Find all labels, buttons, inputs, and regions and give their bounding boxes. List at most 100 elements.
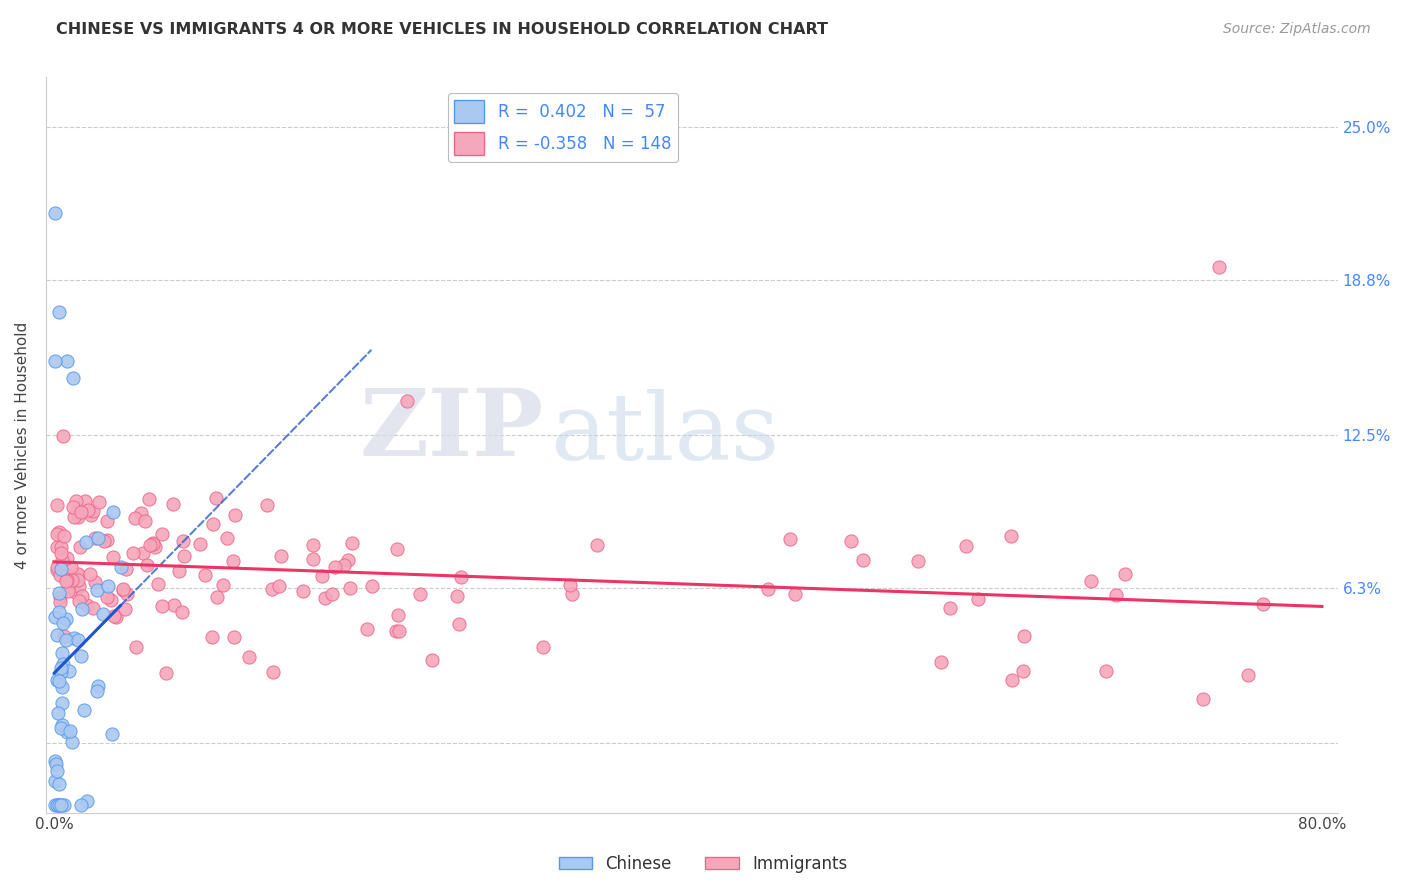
Point (387, 607, 409, 622)
Point (256, 498, 278, 512)
Point (75, 534, 97, 549)
Point (97, 579, 120, 593)
Point (83, 575, 105, 590)
Point (55, 574, 77, 589)
Point (73, 494, 96, 508)
Point (77, 502, 100, 516)
Point (142, 537, 165, 551)
Point (1237, 668, 1260, 682)
Point (62, 509, 84, 524)
Point (104, 610, 127, 624)
Point (420, 653, 443, 667)
Point (67, 567, 90, 582)
Point (224, 508, 246, 522)
Point (48, 524, 70, 539)
Point (56, 550, 79, 565)
Point (167, 564, 190, 578)
Point (1251, 597, 1274, 611)
Point (146, 576, 169, 591)
Legend: Chinese, Immigrants: Chinese, Immigrants (553, 848, 853, 880)
Point (260, 582, 283, 596)
Point (72, 702, 94, 716)
Point (1001, 673, 1024, 688)
Point (100, 592, 122, 607)
Point (55, 354, 77, 368)
Point (56, 567, 79, 582)
Point (205, 491, 228, 505)
Text: Source: ZipAtlas.com: Source: ZipAtlas.com (1223, 22, 1371, 37)
Point (52, 429, 75, 443)
Point (117, 587, 139, 601)
Point (45, 757, 67, 772)
Point (46, 564, 69, 578)
Point (46, 559, 69, 574)
Point (49, 595, 72, 609)
Point (45, 673, 67, 688)
Point (89, 495, 111, 509)
Point (115, 561, 138, 575)
Point (55, 724, 77, 739)
Point (63, 632, 86, 646)
Point (143, 540, 166, 554)
Point (967, 591, 990, 606)
Point (96, 591, 118, 605)
Point (55, 574, 77, 588)
Point (49, 721, 72, 735)
Point (49, 590, 72, 604)
Point (44, 774, 66, 789)
Point (69, 798, 91, 813)
Point (51, 553, 73, 567)
Point (49, 798, 72, 813)
Point (79, 567, 101, 582)
Point (1000, 529, 1022, 543)
Point (80, 508, 103, 522)
Point (93, 534, 115, 549)
Text: atlas: atlas (550, 389, 779, 479)
Point (112, 582, 135, 597)
Point (82, 601, 104, 615)
Point (292, 583, 315, 598)
Point (91, 607, 114, 621)
Point (101, 550, 124, 565)
Point (46, 526, 69, 541)
Point (333, 558, 356, 573)
Point (125, 640, 148, 654)
Point (155, 665, 177, 680)
Point (558, 578, 581, 592)
Point (49, 562, 72, 576)
Point (60, 735, 83, 749)
Point (1192, 691, 1215, 706)
Point (1208, 260, 1230, 275)
Point (66, 568, 89, 582)
Point (51, 718, 73, 732)
Point (62, 500, 84, 515)
Point (202, 516, 225, 531)
Point (839, 533, 862, 548)
Point (76, 598, 98, 612)
Point (70, 602, 93, 616)
Point (238, 650, 260, 665)
Point (110, 560, 132, 574)
Point (49, 540, 72, 554)
Point (66, 633, 89, 648)
Point (65, 585, 87, 599)
Point (103, 609, 125, 624)
Point (162, 598, 184, 612)
Point (82, 503, 104, 517)
Point (201, 630, 224, 644)
Point (361, 579, 384, 593)
Y-axis label: 4 or more Vehicles in Household: 4 or more Vehicles in Household (15, 321, 30, 568)
Point (46, 706, 69, 721)
Point (205, 590, 228, 604)
Point (66, 505, 89, 519)
Point (66, 510, 89, 524)
Point (51, 661, 73, 675)
Point (62, 371, 84, 385)
Point (52, 616, 75, 631)
Point (44, 610, 66, 624)
Point (152, 599, 174, 613)
Point (48, 305, 70, 319)
Point (124, 511, 146, 525)
Point (408, 587, 430, 601)
Point (314, 591, 336, 605)
